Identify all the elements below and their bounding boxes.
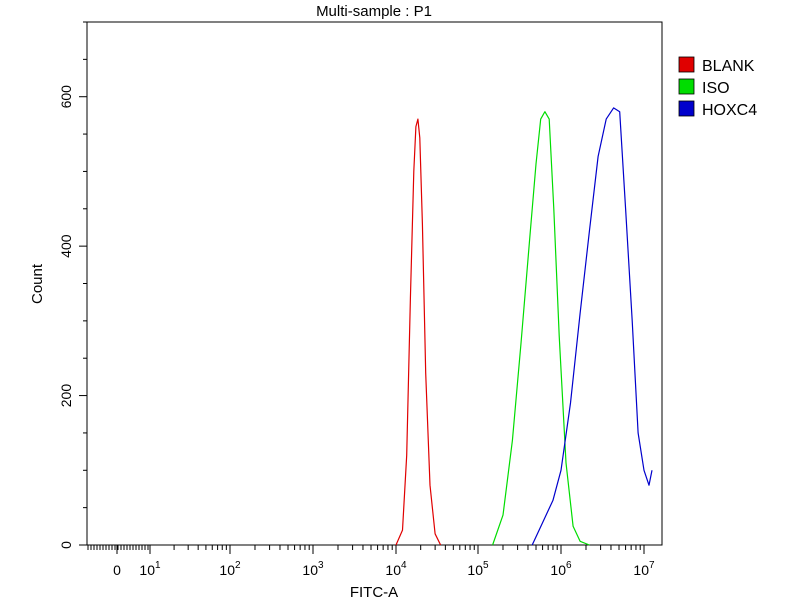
x-tick-label: 106 — [550, 560, 572, 578]
plot-frame — [86, 21, 663, 546]
series-line-hoxc4 — [531, 107, 653, 546]
legend-label-hoxc4: HOXC4 — [702, 102, 757, 119]
x-tick-label: 105 — [467, 560, 489, 578]
legend-label-iso: ISO — [702, 80, 730, 97]
x-axis: 0 101 102 103 104 105 106 107 — [87, 545, 655, 578]
y-axis: 0 200 400 600 — [58, 21, 87, 549]
x-tick-label: 101 — [139, 560, 161, 578]
legend-label-blank: BLANK — [702, 58, 755, 75]
x-tick-label: 107 — [633, 560, 655, 578]
legend-swatch-iso — [678, 78, 695, 95]
legend-swatch-blank — [678, 56, 695, 73]
series-layer — [395, 107, 653, 546]
y-tick-label: 0 — [58, 541, 74, 549]
y-tick-label: 400 — [58, 234, 74, 258]
series-line-blank — [395, 118, 442, 546]
series-line-iso — [492, 111, 590, 546]
chart-title: Multi-sample : P1 — [316, 3, 432, 20]
y-tick-label: 200 — [58, 384, 74, 408]
x-tick-label: 104 — [385, 560, 407, 578]
y-axis-title: Count — [29, 263, 46, 304]
x-tick-label: 103 — [302, 560, 324, 578]
legend: BLANK ISO HOXC4 — [678, 56, 757, 119]
legend-swatch-hoxc4 — [678, 100, 695, 117]
x-tick-label: 0 — [113, 562, 121, 578]
y-tick-label: 600 — [58, 85, 74, 109]
x-tick-label: 102 — [219, 560, 241, 578]
x-axis-title: FITC-A — [350, 584, 398, 600]
